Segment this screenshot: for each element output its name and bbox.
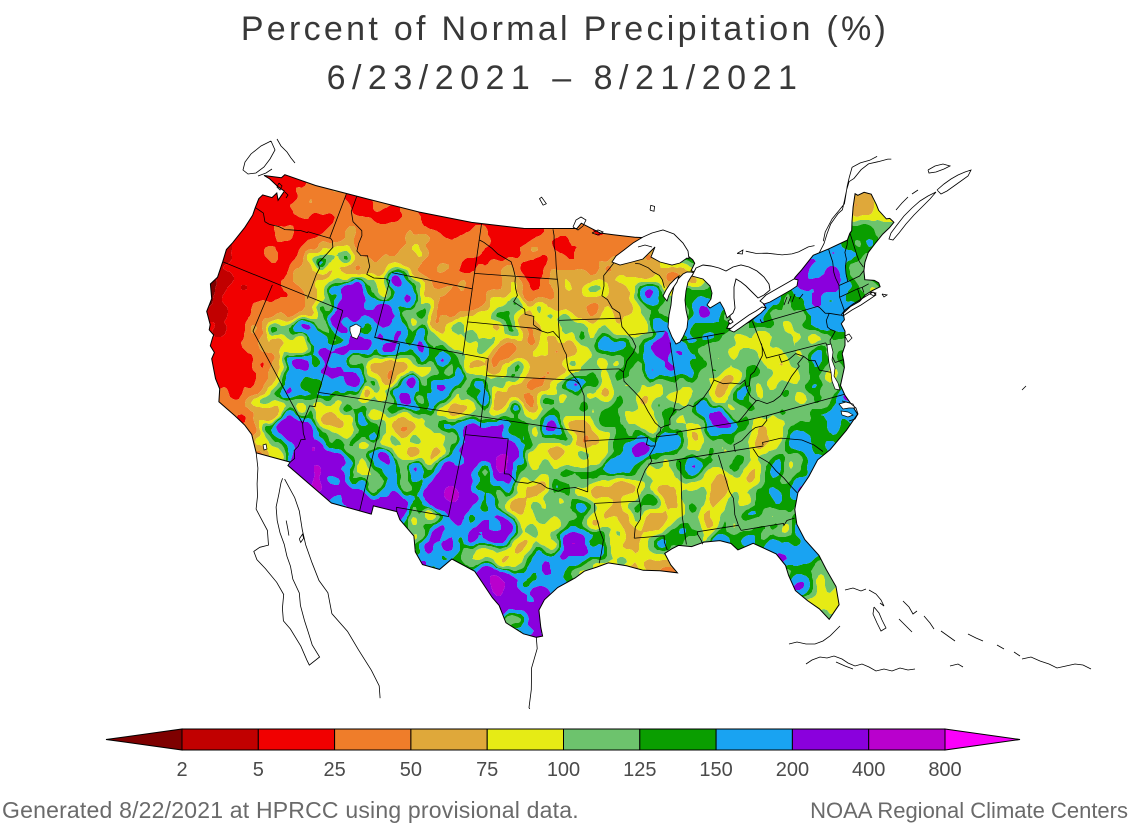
svg-text:Generated 8/22/2021 at HPRCC u: Generated 8/22/2021 at HPRCC using provi… [2, 797, 579, 823]
svg-text:6/23/2021 – 8/21/2021: 6/23/2021 – 8/21/2021 [327, 59, 804, 97]
svg-text:150: 150 [699, 759, 732, 781]
svg-text:50: 50 [400, 759, 422, 781]
svg-text:125: 125 [623, 759, 656, 781]
svg-text:25: 25 [323, 759, 345, 781]
svg-text:400: 400 [852, 759, 885, 781]
svg-text:2: 2 [176, 759, 187, 781]
svg-text:NOAA Regional Climate Centers: NOAA Regional Climate Centers [810, 798, 1128, 823]
svg-text:75: 75 [476, 759, 498, 781]
svg-text:200: 200 [776, 759, 809, 781]
svg-text:800: 800 [928, 759, 961, 781]
svg-text:Percent of Normal Precipitatio: Percent of Normal Precipitation (%) [241, 10, 889, 48]
svg-text:5: 5 [253, 759, 264, 781]
svg-text:100: 100 [547, 759, 580, 781]
